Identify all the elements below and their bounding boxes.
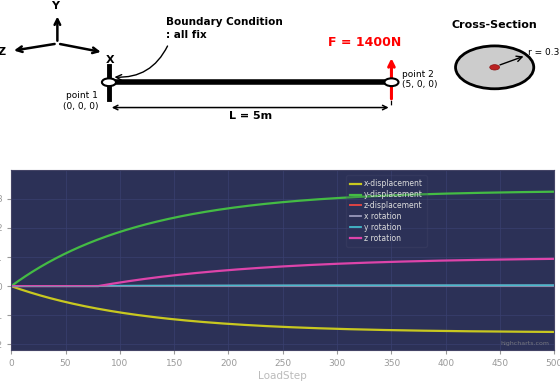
Text: highcharts.com: highcharts.com	[500, 342, 549, 347]
z rotation	[247, 266, 254, 271]
Circle shape	[455, 46, 534, 89]
Text: point 1
(0, 0, 0): point 1 (0, 0, 0)	[63, 91, 98, 110]
x rotation	[441, 283, 448, 288]
Text: Boundary Condition
: all fix: Boundary Condition : all fix	[166, 17, 283, 40]
y-displacement	[227, 206, 234, 210]
Text: L = 5m: L = 5m	[228, 111, 272, 121]
Text: point 2
(5, 0, 0): point 2 (5, 0, 0)	[402, 70, 438, 89]
x rotation	[227, 283, 234, 288]
y-displacement	[63, 251, 70, 255]
Text: r = 0.3m: r = 0.3m	[528, 48, 560, 57]
Line: z rotation: z rotation	[11, 259, 554, 286]
x rotation	[551, 283, 558, 288]
y rotation	[441, 283, 448, 288]
y rotation	[63, 284, 70, 288]
Text: Z: Z	[0, 47, 6, 58]
z-displacement	[247, 284, 254, 288]
z-displacement	[551, 284, 558, 288]
z rotation	[381, 260, 388, 265]
Text: X: X	[106, 55, 115, 65]
x-displacement	[431, 329, 438, 333]
z-displacement	[227, 284, 234, 288]
x rotation	[431, 283, 438, 288]
Circle shape	[490, 65, 500, 70]
x-displacement	[8, 284, 15, 289]
y rotation	[8, 284, 15, 289]
z rotation	[431, 258, 438, 263]
z rotation	[441, 258, 448, 263]
Line: y-displacement: y-displacement	[11, 192, 554, 286]
Text: Y: Y	[50, 1, 59, 11]
x-displacement	[63, 300, 70, 305]
x-displacement	[441, 329, 448, 333]
z-displacement	[441, 284, 448, 288]
Text: Cross-Section: Cross-Section	[452, 20, 538, 30]
y-displacement	[8, 284, 15, 289]
y-displacement	[431, 192, 438, 196]
x rotation	[8, 284, 15, 289]
z rotation	[63, 284, 70, 289]
y-displacement	[381, 193, 388, 198]
Legend: x-displacement, y-displacement, z-displacement, x rotation, y rotation, z rotati: x-displacement, y-displacement, z-displa…	[347, 175, 427, 247]
y rotation	[551, 283, 558, 288]
y rotation	[431, 283, 438, 288]
y-displacement	[441, 191, 448, 196]
y-displacement	[247, 203, 254, 208]
y rotation	[227, 283, 234, 288]
z rotation	[227, 268, 234, 272]
y rotation	[247, 283, 254, 288]
Circle shape	[102, 78, 116, 86]
z-displacement	[431, 284, 438, 288]
Circle shape	[384, 78, 399, 86]
x rotation	[381, 283, 388, 288]
z-displacement	[381, 284, 388, 288]
x-displacement	[381, 328, 388, 332]
Text: F = 1400N: F = 1400N	[328, 37, 401, 49]
x rotation	[63, 284, 70, 288]
y rotation	[381, 283, 388, 288]
x-displacement	[551, 329, 558, 334]
x-displacement	[227, 322, 234, 326]
x-displacement	[247, 323, 254, 328]
Line: x-displacement: x-displacement	[11, 286, 554, 332]
y-displacement	[551, 189, 558, 194]
X-axis label: LoadStep: LoadStep	[258, 371, 307, 381]
z-displacement	[8, 284, 15, 288]
x rotation	[247, 283, 254, 288]
z rotation	[8, 284, 15, 289]
z-displacement	[63, 284, 70, 288]
z rotation	[551, 256, 558, 261]
